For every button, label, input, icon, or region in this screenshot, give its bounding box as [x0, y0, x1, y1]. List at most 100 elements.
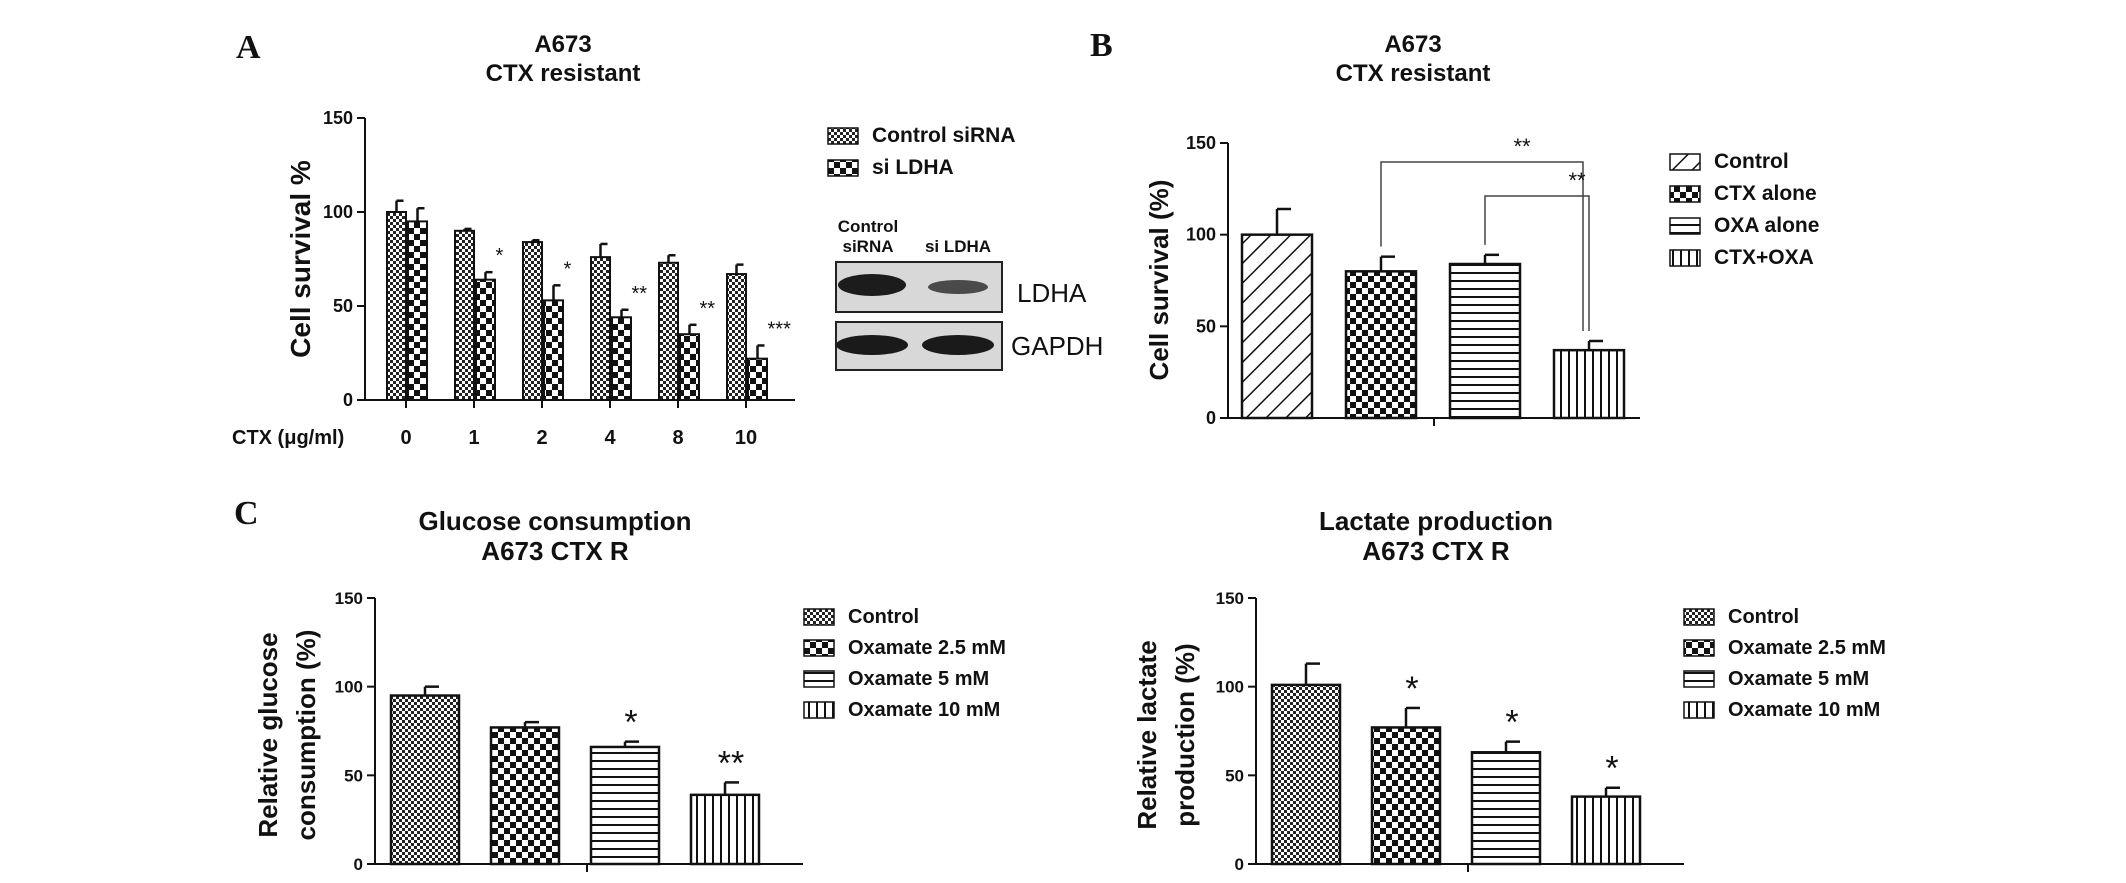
- chart-a-x-tick-label-2: 2: [536, 427, 547, 449]
- chart-c2-y-tick-label-1: 50: [1225, 766, 1244, 785]
- chart-a-significance-5: ***: [768, 318, 792, 340]
- chart-a-bar-s1-4: [679, 333, 700, 402]
- chart-b-legend-label-3: CTX+OXA: [1714, 246, 1814, 269]
- blot-band-label-1: GAPDH: [1011, 331, 1103, 361]
- panel-label-c: C: [234, 495, 259, 532]
- chart-a-y-tick-label-3: 150: [323, 108, 353, 128]
- chart-c1-ylabel-line-0: Relative glucose: [253, 632, 283, 837]
- chart-c1-legend-swatch-2: [803, 670, 835, 688]
- panel-label-b: B: [1090, 27, 1113, 64]
- chart-b-legend-label-1: CTX alone: [1714, 182, 1817, 205]
- chart-b-comparison-bracket-1: [1484, 195, 1590, 331]
- chart-a-bar-s1-2: [543, 299, 564, 401]
- chart-c1-bar-1: [489, 726, 561, 866]
- chart-c1-legend-label-0: Control: [848, 606, 919, 628]
- chart-c1-y-tick-label-1: 50: [344, 766, 363, 785]
- chart-c2-ylabel-line-1: production (%): [1170, 643, 1200, 826]
- chart-a-bar-s1-5: [747, 357, 768, 402]
- chart-c1-ylabel-line-1: consumption (%): [291, 630, 321, 841]
- chart-c1-y-tick-label-0: 0: [354, 855, 363, 874]
- blot-band-label-0: LDHA: [1017, 278, 1087, 308]
- chart-b-legend-swatch-0: [1669, 153, 1701, 171]
- chart-c1-bar-0: [389, 694, 461, 866]
- chart-b-title-line-0: A673: [1384, 31, 1441, 58]
- chart-c2-legend-swatch-3: [1683, 701, 1715, 719]
- blot-lane-label-1: si LDHA: [925, 237, 991, 256]
- chart-a-x-tick-label-0: 0: [400, 427, 411, 449]
- chart-b-comparison-label-0: **: [1513, 134, 1531, 159]
- chart-b-legend-swatch-2: [1669, 217, 1701, 235]
- blot-band-gapdh-si: [922, 335, 994, 355]
- chart-b-y-tick-label-2: 100: [1186, 225, 1216, 245]
- blot-band-gapdh-control: [836, 335, 908, 355]
- chart-a-x-tick-label-4: 8: [672, 427, 683, 449]
- blot-lane-label-0-line-1: siRNA: [842, 237, 893, 256]
- chart-c1-legend-swatch-0: [803, 608, 835, 626]
- chart-c2-title-line-1: A673 CTX R: [1362, 536, 1510, 566]
- chart-b-bar-3: [1552, 348, 1626, 420]
- chart-c2-bar-1: [1370, 726, 1442, 866]
- chart-c1-legend-swatch-1: [803, 639, 835, 657]
- chart-c1-significance-2: *: [624, 704, 637, 742]
- chart-a-ylabel: Cell survival %: [285, 160, 316, 358]
- chart-b-bar-0: [1240, 233, 1314, 420]
- chart-b-comparison-bracket-0: [1380, 161, 1584, 331]
- chart-a-bar-s1-3: [611, 316, 632, 401]
- chart-c2-legend-label-2: Oxamate 5 mM: [1728, 668, 1869, 690]
- chart-a-significance-3: **: [632, 283, 648, 305]
- chart-a-bar-s0-5: [726, 273, 747, 402]
- chart-b-bar-2: [1448, 262, 1522, 420]
- chart-c2-legend-swatch-0: [1683, 608, 1715, 626]
- chart-a-bar-s1-1: [475, 278, 496, 401]
- chart-b-legend-label-2: OXA alone: [1714, 214, 1819, 237]
- chart-a-x-tick-label-5: 10: [735, 427, 757, 449]
- chart-a-bar-s0-2: [522, 241, 543, 401]
- chart-a-bar-s0-3: [590, 256, 611, 401]
- chart-c2-y-tick-label-0: 0: [1235, 855, 1244, 874]
- chart-c2-ylabel-line-0: Relative lactate: [1132, 640, 1162, 829]
- chart-a-bar-s0-4: [658, 261, 679, 402]
- chart-c2-title-line-0: Lactate production: [1319, 506, 1553, 536]
- chart-a-bar-s1-0: [407, 220, 428, 401]
- chart-a-y-tick-label-0: 0: [343, 390, 353, 410]
- chart-a-legend-label-0: Control siRNA: [872, 124, 1016, 147]
- chart-b-title-line-1: CTX resistant: [1336, 60, 1491, 87]
- chart-c1-bar-2: [589, 745, 661, 866]
- chart-a-x-tick-label-1: 1: [468, 427, 479, 449]
- chart-c2-legend-label-1: Oxamate 2.5 mM: [1728, 637, 1886, 659]
- chart-c1-legend-swatch-3: [803, 701, 835, 719]
- chart-a-bar-s0-0: [386, 211, 407, 401]
- chart-a-significance-4: **: [700, 298, 716, 320]
- chart-c1-title-line-0: Glucose consumption: [418, 506, 691, 536]
- chart-a-bar-s0-1: [454, 229, 475, 401]
- chart-b-ylabel: Cell survival (%): [1144, 180, 1174, 381]
- chart-c2-significance-1: *: [1405, 670, 1418, 708]
- chart-b-comparison-label-1: **: [1568, 168, 1586, 193]
- chart-b-legend-swatch-3: [1669, 249, 1701, 267]
- chart-a-y-tick-label-1: 50: [333, 296, 353, 316]
- chart-b-legend-label-0: Control: [1714, 150, 1789, 173]
- chart-c2-legend-swatch-1: [1683, 639, 1715, 657]
- panel-label-a: A: [236, 29, 261, 66]
- blot-band-ldha-si: [928, 280, 988, 294]
- chart-c2-bar-0: [1270, 683, 1342, 866]
- chart-c1-title-line-1: A673 CTX R: [481, 536, 629, 566]
- blot-lane-label-0-line-0: Control: [838, 217, 898, 236]
- chart-c2-legend-swatch-2: [1683, 670, 1715, 688]
- chart-c1-legend-label-3: Oxamate 10 mM: [848, 699, 1000, 721]
- chart-c1-y-tick-label-2: 100: [335, 678, 363, 697]
- chart-b-y-tick-label-1: 50: [1196, 316, 1216, 336]
- chart-c1-bar-3: [689, 793, 761, 866]
- chart-b-y-tick-label-3: 150: [1186, 133, 1216, 153]
- chart-c2-y-tick-label-2: 100: [1216, 678, 1244, 697]
- chart-a-significance-1: *: [496, 245, 504, 267]
- chart-c1-significance-3: **: [718, 744, 744, 782]
- chart-b-bar-1: [1344, 270, 1418, 420]
- chart-b-y-tick-label-0: 0: [1206, 408, 1216, 428]
